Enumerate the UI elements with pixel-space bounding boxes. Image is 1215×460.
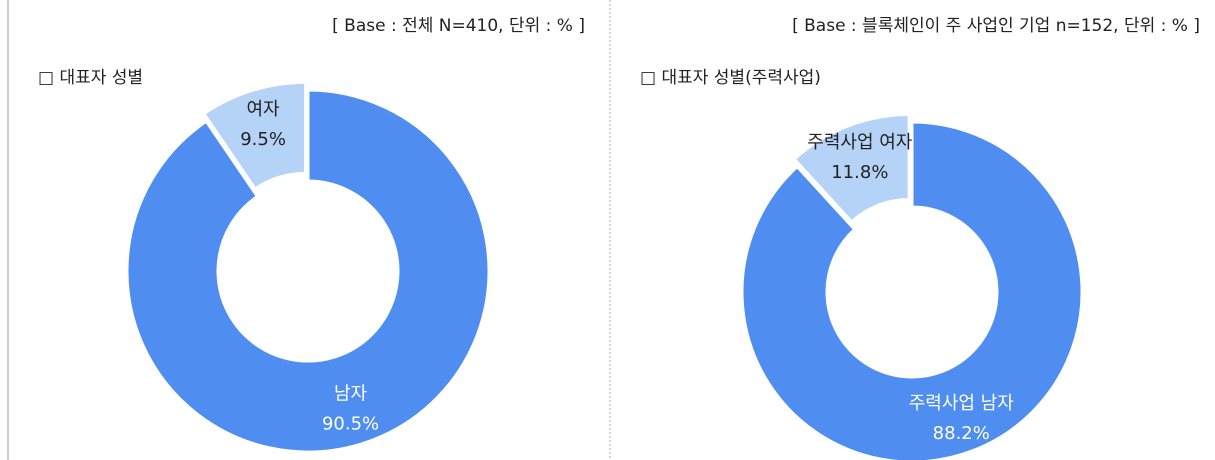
- donut-slice: [740, 120, 1084, 460]
- note: [ Base : 전체 N=410, 단위 : % ]: [332, 16, 585, 36]
- value-label: 9.5%: [240, 129, 286, 150]
- donut-slice: [125, 88, 491, 454]
- value-label: 11.8%: [831, 162, 888, 183]
- note: [ Base : 블록체인이 주 사업인 기업 n=152, 단위 : % ]: [792, 16, 1200, 36]
- slice-label: 주력사업 남자: [909, 393, 1015, 414]
- value-label: 88.2%: [933, 423, 990, 444]
- donut-slice: [792, 113, 911, 224]
- slice-label: 여자: [247, 99, 281, 120]
- value-label: 90.5%: [322, 413, 379, 434]
- chart-title: □ 대표자 성별: [38, 68, 143, 88]
- donut-slice: [201, 80, 308, 191]
- chart-title: □ 대표자 성별(주력사업): [640, 68, 821, 88]
- slice-label: 남자: [334, 383, 368, 404]
- slice-label: 주력사업 여자: [807, 132, 913, 153]
